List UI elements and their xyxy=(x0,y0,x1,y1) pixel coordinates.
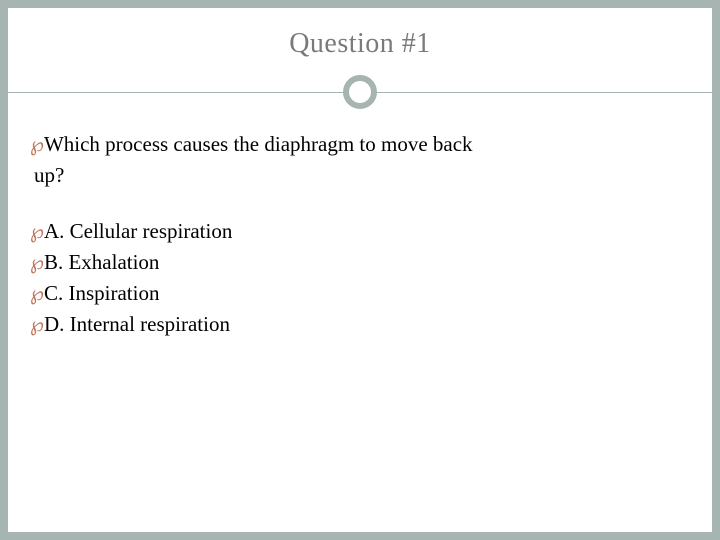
answer-d-text: D. Internal respiration xyxy=(44,312,230,336)
bullet-icon: ℘ xyxy=(30,281,44,308)
bullet-icon: ℘ xyxy=(30,250,44,277)
answer-a-text: A. Cellular respiration xyxy=(44,219,232,243)
slide-content: ℘Which process causes the diaphragm to m… xyxy=(8,112,712,339)
bullet-icon: ℘ xyxy=(30,312,44,339)
question-text-1: Which process causes the diaphragm to mo… xyxy=(44,132,473,156)
slide: Question #1 ℘Which process causes the di… xyxy=(8,8,712,532)
question-block: ℘Which process causes the diaphragm to m… xyxy=(30,130,690,189)
question-line-1: ℘Which process causes the diaphragm to m… xyxy=(30,130,690,159)
answer-d: ℘D. Internal respiration xyxy=(30,310,690,339)
question-line-2: up? xyxy=(30,161,690,189)
answer-b: ℘B. Exhalation xyxy=(30,248,690,277)
slide-title: Question #1 xyxy=(8,8,712,72)
title-divider xyxy=(8,72,712,112)
answer-a: ℘A. Cellular respiration xyxy=(30,217,690,246)
question-text-2: up? xyxy=(34,163,64,187)
answer-b-text: B. Exhalation xyxy=(44,250,159,274)
divider-circle-icon xyxy=(343,75,377,109)
bullet-icon: ℘ xyxy=(30,219,44,246)
answers-block: ℘A. Cellular respiration ℘B. Exhalation … xyxy=(30,217,690,339)
answer-c: ℘C. Inspiration xyxy=(30,279,690,308)
bullet-icon: ℘ xyxy=(30,132,44,159)
answer-c-text: C. Inspiration xyxy=(44,281,160,305)
